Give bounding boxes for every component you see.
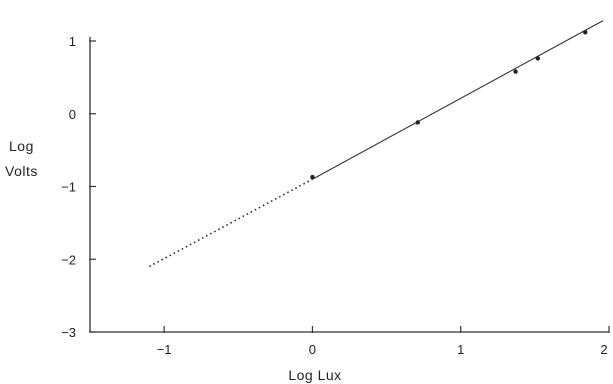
data-points — [310, 30, 588, 180]
data-point — [535, 56, 541, 61]
x-tick-label: −1 — [157, 342, 172, 357]
fit-line-extrapolated — [148, 178, 313, 268]
y-tick-label: −2 — [61, 252, 76, 267]
axes: 1 0 −1 −2 −3 −1 0 1 2 — [61, 34, 610, 357]
x-tick-label: 2 — [600, 342, 607, 357]
data-point — [583, 30, 588, 35]
data-point — [415, 120, 420, 125]
fit-lines — [148, 20, 604, 268]
y-tick-label: −1 — [61, 180, 76, 195]
x-tick-label: 0 — [309, 342, 316, 357]
x-axis-label: Log Lux — [288, 367, 341, 383]
fit-line — [312, 20, 604, 180]
y-tick-label: 0 — [69, 107, 76, 122]
y-tick-label: 1 — [69, 34, 76, 49]
y-axis-label-line-1: Log — [9, 138, 34, 154]
data-point — [310, 174, 315, 180]
data-point — [513, 69, 518, 74]
y-tick-label: −3 — [61, 325, 76, 340]
axis-labels: Log Lux Log Volts — [5, 138, 341, 383]
y-axis-label-line-2: Volts — [5, 163, 38, 179]
x-tick-label: 1 — [457, 342, 464, 357]
